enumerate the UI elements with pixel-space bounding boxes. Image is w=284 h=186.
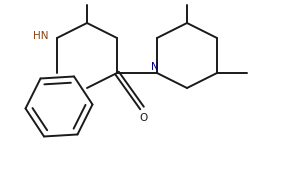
Text: N: N (151, 62, 159, 72)
Text: O: O (140, 113, 148, 123)
Text: HN: HN (33, 31, 49, 41)
